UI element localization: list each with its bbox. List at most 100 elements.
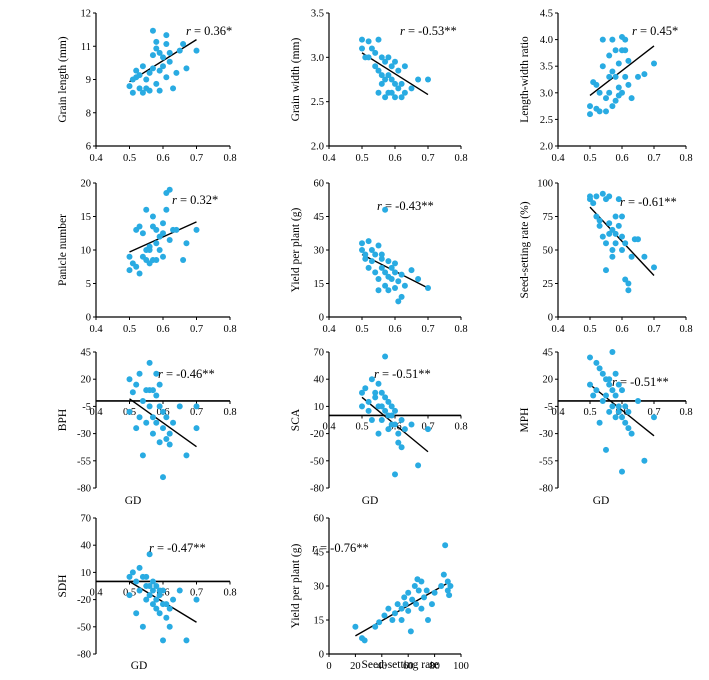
y-tick-label: 0 (86, 313, 91, 324)
data-point (385, 605, 392, 612)
data-point (146, 87, 153, 94)
data-point (160, 220, 166, 227)
data-point (593, 81, 600, 88)
data-point (149, 213, 156, 220)
data-point (368, 258, 375, 265)
correlation-label: r = -0.51** (374, 367, 431, 381)
data-point (126, 376, 133, 383)
x-tick-label: 0.5 (355, 324, 368, 335)
data-point (596, 419, 603, 426)
data-point (170, 85, 177, 92)
x-tick-label: 0.7 (190, 153, 203, 164)
data-point (378, 389, 385, 396)
scatter-panel-11: 0 15 30 45 60 0 20 40 60 80 100 Yield per plant (g)… (290, 514, 469, 673)
data-point (398, 94, 405, 101)
data-point (139, 397, 146, 404)
data-point (612, 392, 619, 399)
data-point (622, 240, 629, 247)
data-point (146, 359, 153, 366)
data-point (143, 206, 150, 213)
data-point (609, 226, 616, 233)
data-point (635, 397, 641, 404)
x-tick-label: 0.8 (223, 153, 236, 164)
data-point (160, 230, 166, 237)
x-tick-label: 0.4 (322, 153, 336, 164)
data-point (609, 103, 616, 110)
data-point (166, 49, 173, 56)
data-point (375, 380, 382, 387)
data-point (176, 587, 183, 594)
data-point (609, 387, 616, 394)
y-tick-label: 4.5 (540, 9, 553, 20)
data-point (361, 637, 368, 644)
scatter-panel-9: -80 -55 -30 -5 20 45 0.4 0.5 0.6 0.7 0.8 MPH GD r = -… (519, 348, 693, 508)
data-point (163, 414, 170, 421)
x-tick-label: 0.6 (388, 324, 401, 335)
data-point (176, 403, 183, 410)
data-point (153, 370, 160, 377)
data-point (180, 257, 187, 264)
data-point (401, 63, 408, 70)
y-axis-label: SCA (290, 408, 302, 431)
data-point (149, 587, 156, 594)
data-point (126, 83, 133, 90)
data-point (139, 63, 146, 70)
x-tick-label: 0 (326, 661, 331, 672)
y-axis-label: Grain width (mm) (290, 37, 302, 121)
data-point (166, 430, 173, 437)
x-tick-label: 0.6 (156, 153, 169, 164)
data-point (596, 365, 603, 372)
data-point (388, 276, 395, 283)
data-point (170, 596, 177, 603)
data-point (156, 439, 163, 446)
x-tick-label: 0.7 (647, 324, 660, 335)
data-point (378, 264, 385, 271)
data-point (619, 213, 625, 220)
y-tick-label: -50 (310, 456, 324, 467)
data-point (641, 457, 648, 464)
x-tick-label: 0.4 (551, 153, 565, 164)
data-point (372, 63, 379, 70)
data-point (193, 403, 200, 410)
x-tick-label: 60 (403, 661, 414, 672)
data-point (593, 213, 600, 220)
data-point (359, 36, 365, 43)
data-point (381, 612, 388, 619)
correlation-label: r = -0.61** (620, 195, 677, 209)
data-point (587, 196, 593, 203)
data-point (126, 592, 133, 599)
y-tick-label: -20 (310, 429, 324, 440)
data-point (382, 58, 389, 65)
data-point (407, 628, 414, 635)
data-point (395, 298, 402, 305)
data-point (372, 389, 379, 396)
correlation-symbol: r (149, 541, 154, 555)
data-point (359, 389, 365, 396)
data-point (392, 80, 398, 87)
data-point (149, 52, 156, 59)
data-point (593, 387, 600, 394)
y-tick-label: 5 (86, 279, 91, 290)
data-point (401, 594, 408, 601)
data-point (612, 370, 619, 377)
data-point (619, 247, 625, 253)
x-axis-label: GD (362, 495, 379, 507)
data-point (143, 419, 150, 426)
y-tick-label: -20 (77, 595, 91, 606)
data-point (149, 601, 156, 608)
data-point (359, 247, 365, 253)
y-tick-label: 45 (81, 348, 92, 359)
x-tick-label: 0.5 (355, 153, 368, 164)
data-point (126, 573, 133, 580)
data-point (413, 601, 420, 608)
data-point (166, 186, 173, 193)
data-point (156, 381, 163, 388)
data-point (398, 444, 405, 451)
data-point (408, 85, 415, 92)
data-point (615, 403, 622, 410)
data-point (395, 278, 402, 285)
data-point (612, 213, 619, 220)
y-tick-label: 20 (543, 375, 554, 386)
data-point (392, 471, 398, 478)
x-tick-label: 0.8 (223, 587, 236, 598)
